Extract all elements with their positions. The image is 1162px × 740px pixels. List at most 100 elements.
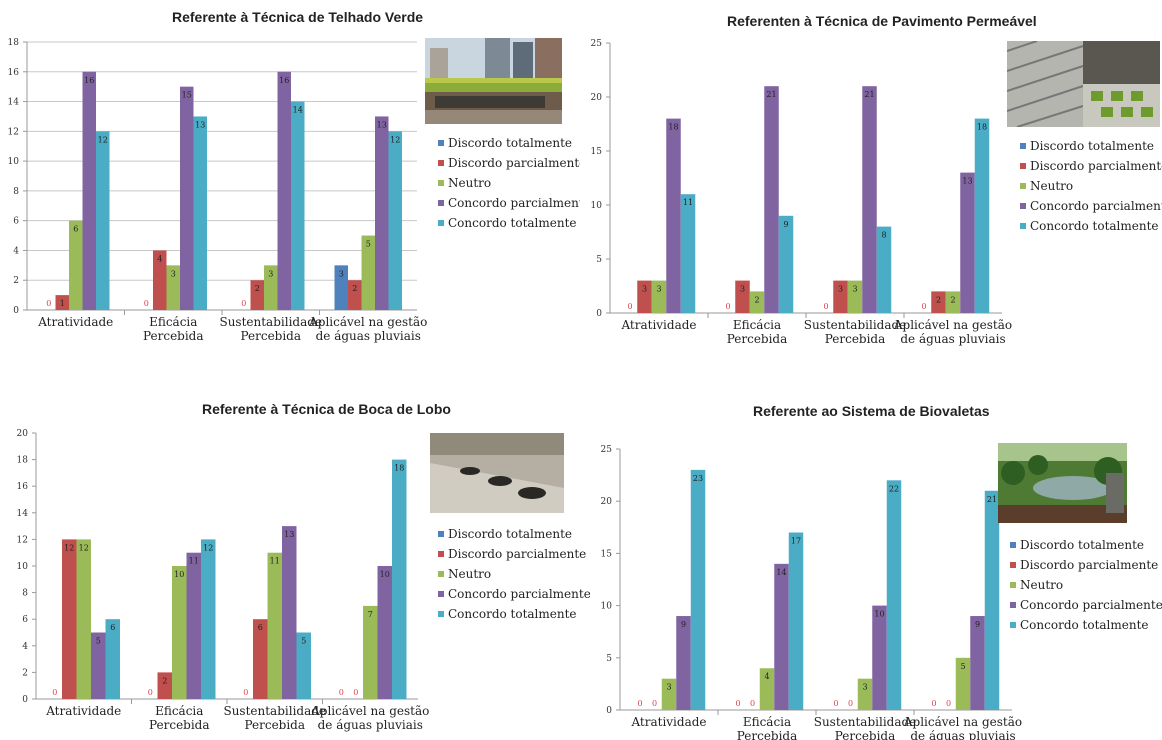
legend-label: Concordo totalmente <box>448 216 577 230</box>
x-tick-label: Eficácia <box>149 315 197 329</box>
x-tick-label: Aplicável na gestão <box>903 715 1022 729</box>
bar <box>759 668 775 710</box>
legend-label: Discordo totalmente <box>448 136 572 150</box>
bar-value-label: 3 <box>642 285 647 294</box>
bar <box>153 250 167 310</box>
bar-value-label: 15 <box>182 91 192 100</box>
bar-value-label: 0 <box>241 299 246 308</box>
bar <box>955 657 971 710</box>
y-tick-label: 10 <box>601 602 613 612</box>
bar-value-label: 0 <box>243 688 248 697</box>
bar-value-label: 3 <box>852 285 857 294</box>
x-tick-label: Percebida <box>149 718 210 732</box>
y-tick-label: 15 <box>601 549 613 559</box>
y-tick-label: 25 <box>591 39 603 49</box>
bar-value-label: 0 <box>848 699 853 708</box>
y-tick-label: 2 <box>13 276 19 286</box>
bar-value-label: 16 <box>279 76 289 85</box>
legend-swatch <box>1010 562 1016 568</box>
bar <box>749 291 765 313</box>
bar <box>651 280 667 313</box>
bar <box>55 295 69 310</box>
y-tick-label: 16 <box>8 68 20 78</box>
bar-value-label: 0 <box>627 302 632 311</box>
legend-label: Concordo totalmente <box>448 607 577 621</box>
legend-label: Discordo totalmente <box>1020 538 1144 552</box>
bar <box>984 490 1000 710</box>
bar-value-label: 5 <box>301 637 306 646</box>
bar <box>676 616 691 710</box>
x-tick-label: Sustentabilidade <box>223 704 326 718</box>
bar-value-label: 0 <box>833 699 838 708</box>
bar-value-label: 0 <box>931 699 936 708</box>
bar <box>277 71 291 311</box>
bar <box>267 552 282 699</box>
bar <box>186 552 201 699</box>
y-tick-label: 16 <box>17 482 29 492</box>
permeable-pavement-photo <box>1007 41 1160 127</box>
bar-value-label: 6 <box>110 623 115 632</box>
y-tick-label: 14 <box>8 98 20 108</box>
legend-label: Discordo parcialmente <box>1020 558 1158 572</box>
bar <box>764 86 779 313</box>
bar <box>661 678 677 710</box>
bar-value-label: 6 <box>73 225 78 234</box>
bar <box>296 632 311 699</box>
bar-value-label: 0 <box>148 688 153 697</box>
legend-label: Discordo totalmente <box>448 527 572 541</box>
bar-value-label: 5 <box>960 662 965 671</box>
chart-3-title: Referente à Técnica de Boca de Lobo <box>202 401 451 417</box>
bar <box>974 118 990 313</box>
legend-swatch <box>1020 223 1026 229</box>
x-tick-label: Sustentabilidade <box>219 315 322 329</box>
bar-value-label: 14 <box>293 106 303 115</box>
legend-swatch <box>438 551 444 557</box>
chart-4-title: Referente ao Sistema de Biovaletas <box>753 403 990 419</box>
bar <box>857 678 873 710</box>
y-tick-label: 2 <box>22 668 28 678</box>
y-tick-label: 4 <box>13 246 19 256</box>
y-tick-label: 12 <box>8 127 19 137</box>
bar <box>193 116 207 310</box>
bar-value-label: 18 <box>668 123 678 132</box>
bar-value-label: 6 <box>258 623 263 632</box>
y-tick-label: 20 <box>601 497 613 507</box>
bar <box>363 605 378 699</box>
bar <box>862 86 877 313</box>
y-tick-label: 8 <box>22 589 28 599</box>
bar <box>91 632 106 699</box>
legend-label: Discordo parcialmente <box>1030 159 1162 173</box>
x-tick-label: Eficácia <box>733 318 781 332</box>
bar <box>788 532 804 710</box>
y-tick-label: 14 <box>17 509 29 519</box>
bar-value-label: 11 <box>189 557 199 566</box>
bar-value-label: 9 <box>681 620 686 629</box>
bar-value-label: 4 <box>764 672 769 681</box>
legend-label: Neutro <box>1020 578 1063 592</box>
storm-drain-photo <box>430 433 564 513</box>
bar-value-label: 17 <box>791 537 801 546</box>
bar-value-label: 2 <box>754 295 759 304</box>
bar <box>82 71 96 311</box>
bar-value-label: 0 <box>823 302 828 311</box>
legend-label: Neutro <box>1030 179 1073 193</box>
bar-value-label: 10 <box>874 610 884 619</box>
bar <box>172 566 187 699</box>
bar-value-label: 0 <box>750 699 755 708</box>
bar <box>876 226 892 313</box>
bar <box>872 605 887 710</box>
y-tick-label: 18 <box>8 38 20 48</box>
legend-label: Neutro <box>448 176 491 190</box>
bar-value-label: 21 <box>864 90 874 99</box>
bar <box>735 280 750 313</box>
bar <box>96 131 110 310</box>
legend-label: Concordo parcialmente <box>1020 598 1162 612</box>
legend-label: Concordo parcialmente <box>448 587 590 601</box>
legend-label: Concordo totalmente <box>1020 618 1149 632</box>
legend-swatch <box>438 591 444 597</box>
chart-2-title: Referenten à Técnica de Pavimento Permeá… <box>727 13 1037 29</box>
bar-value-label: 13 <box>962 177 972 186</box>
y-tick-label: 20 <box>17 429 29 439</box>
